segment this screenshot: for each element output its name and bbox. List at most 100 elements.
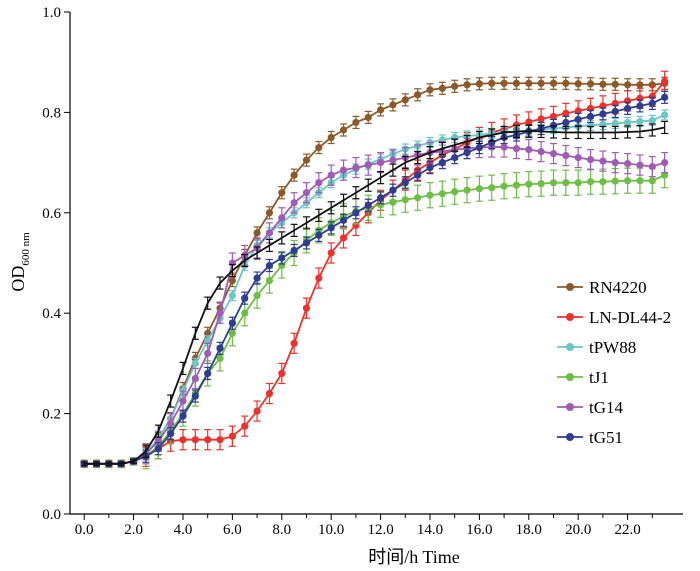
y-tick-label: 0.0 bbox=[42, 507, 61, 523]
data-point bbox=[525, 118, 533, 126]
data-point bbox=[167, 420, 175, 428]
x-tick-label: 14.0 bbox=[417, 522, 443, 538]
data-point bbox=[389, 101, 397, 109]
data-point bbox=[216, 354, 224, 362]
data-point bbox=[438, 159, 446, 167]
x-tick-label: 22.0 bbox=[614, 522, 640, 538]
data-point bbox=[636, 81, 644, 89]
data-point bbox=[500, 79, 508, 87]
data-point bbox=[253, 407, 261, 415]
data-point bbox=[562, 109, 570, 118]
data-point bbox=[401, 196, 409, 204]
x-tick-label: 0.0 bbox=[75, 522, 94, 538]
data-point bbox=[611, 80, 619, 88]
data-point bbox=[364, 161, 372, 169]
series-line bbox=[84, 126, 665, 465]
data-point bbox=[475, 185, 483, 193]
data-point bbox=[339, 216, 348, 224]
data-point bbox=[488, 79, 496, 87]
data-point bbox=[661, 93, 669, 101]
legend-item: tG14 bbox=[557, 398, 624, 417]
data-point bbox=[352, 209, 360, 217]
data-point bbox=[438, 84, 446, 92]
data-point bbox=[549, 112, 558, 121]
data-point bbox=[302, 304, 311, 312]
data-point bbox=[537, 180, 545, 188]
data-point bbox=[562, 179, 570, 187]
data-point bbox=[426, 86, 434, 94]
series-RN4220 bbox=[80, 76, 669, 468]
data-point bbox=[204, 349, 212, 357]
x-tick-label: 6.0 bbox=[223, 522, 242, 538]
data-point bbox=[376, 106, 385, 114]
data-point bbox=[611, 119, 619, 128]
y-tick-label: 1.0 bbox=[42, 5, 61, 21]
data-point bbox=[636, 102, 644, 110]
data-point bbox=[525, 145, 533, 154]
data-point bbox=[574, 107, 582, 115]
data-point bbox=[216, 309, 224, 317]
x-tick-label: 4.0 bbox=[174, 522, 193, 538]
data-point bbox=[167, 430, 175, 438]
legend-label: tG14 bbox=[589, 398, 624, 417]
data-point bbox=[611, 159, 619, 167]
data-point bbox=[475, 80, 483, 88]
data-point bbox=[463, 81, 471, 89]
data-point bbox=[339, 234, 348, 242]
data-point bbox=[278, 214, 286, 222]
data-point bbox=[216, 436, 224, 444]
data-point bbox=[204, 329, 212, 337]
data-point bbox=[574, 153, 582, 162]
data-point bbox=[463, 148, 471, 157]
data-point bbox=[661, 159, 669, 167]
data-point bbox=[574, 115, 582, 124]
data-point bbox=[228, 276, 236, 285]
data-point bbox=[401, 96, 409, 104]
data-point bbox=[376, 201, 385, 209]
data-point bbox=[500, 182, 508, 190]
data-point bbox=[525, 180, 533, 188]
data-point bbox=[265, 389, 274, 398]
x-tick-label: 8.0 bbox=[272, 522, 291, 538]
data-point bbox=[562, 118, 570, 127]
legend-item: tPW88 bbox=[557, 338, 636, 357]
legend-label: tG51 bbox=[589, 428, 623, 447]
data-point bbox=[512, 144, 521, 153]
data-point bbox=[623, 177, 632, 185]
series-line bbox=[84, 96, 666, 465]
legend-swatch-marker bbox=[566, 403, 574, 411]
data-point bbox=[364, 201, 372, 209]
y-axis-title: OD600 nm bbox=[8, 232, 32, 292]
data-point bbox=[339, 166, 348, 174]
data-point bbox=[401, 179, 409, 187]
data-point bbox=[290, 199, 298, 207]
y-axis-title-main: OD bbox=[8, 266, 28, 292]
data-point bbox=[191, 359, 199, 367]
data-point bbox=[204, 337, 212, 345]
data-point bbox=[661, 77, 669, 85]
data-point bbox=[278, 189, 286, 197]
y-axis-title-subscript: 600 nm bbox=[20, 232, 32, 266]
data-point bbox=[376, 194, 385, 202]
data-point bbox=[525, 79, 533, 87]
data-point bbox=[500, 143, 508, 151]
data-point bbox=[179, 412, 187, 420]
data-point bbox=[636, 161, 644, 169]
data-point bbox=[302, 189, 311, 197]
data-point bbox=[648, 99, 656, 107]
legend-swatch-marker bbox=[566, 313, 574, 321]
legend-item: LN-DL44-2 bbox=[557, 308, 671, 327]
legend-item: RN4220 bbox=[557, 278, 647, 297]
data-point bbox=[549, 179, 558, 187]
data-point bbox=[636, 177, 644, 185]
data-point bbox=[512, 181, 521, 189]
legend-label: tJ1 bbox=[589, 368, 609, 387]
legend-item: tJ1 bbox=[557, 368, 609, 387]
data-point bbox=[265, 209, 274, 217]
legend-label: tPW88 bbox=[589, 338, 636, 357]
data-point bbox=[191, 436, 199, 444]
data-point bbox=[648, 116, 656, 125]
y-tick-label: 0.2 bbox=[42, 407, 61, 423]
data-point bbox=[648, 177, 656, 185]
